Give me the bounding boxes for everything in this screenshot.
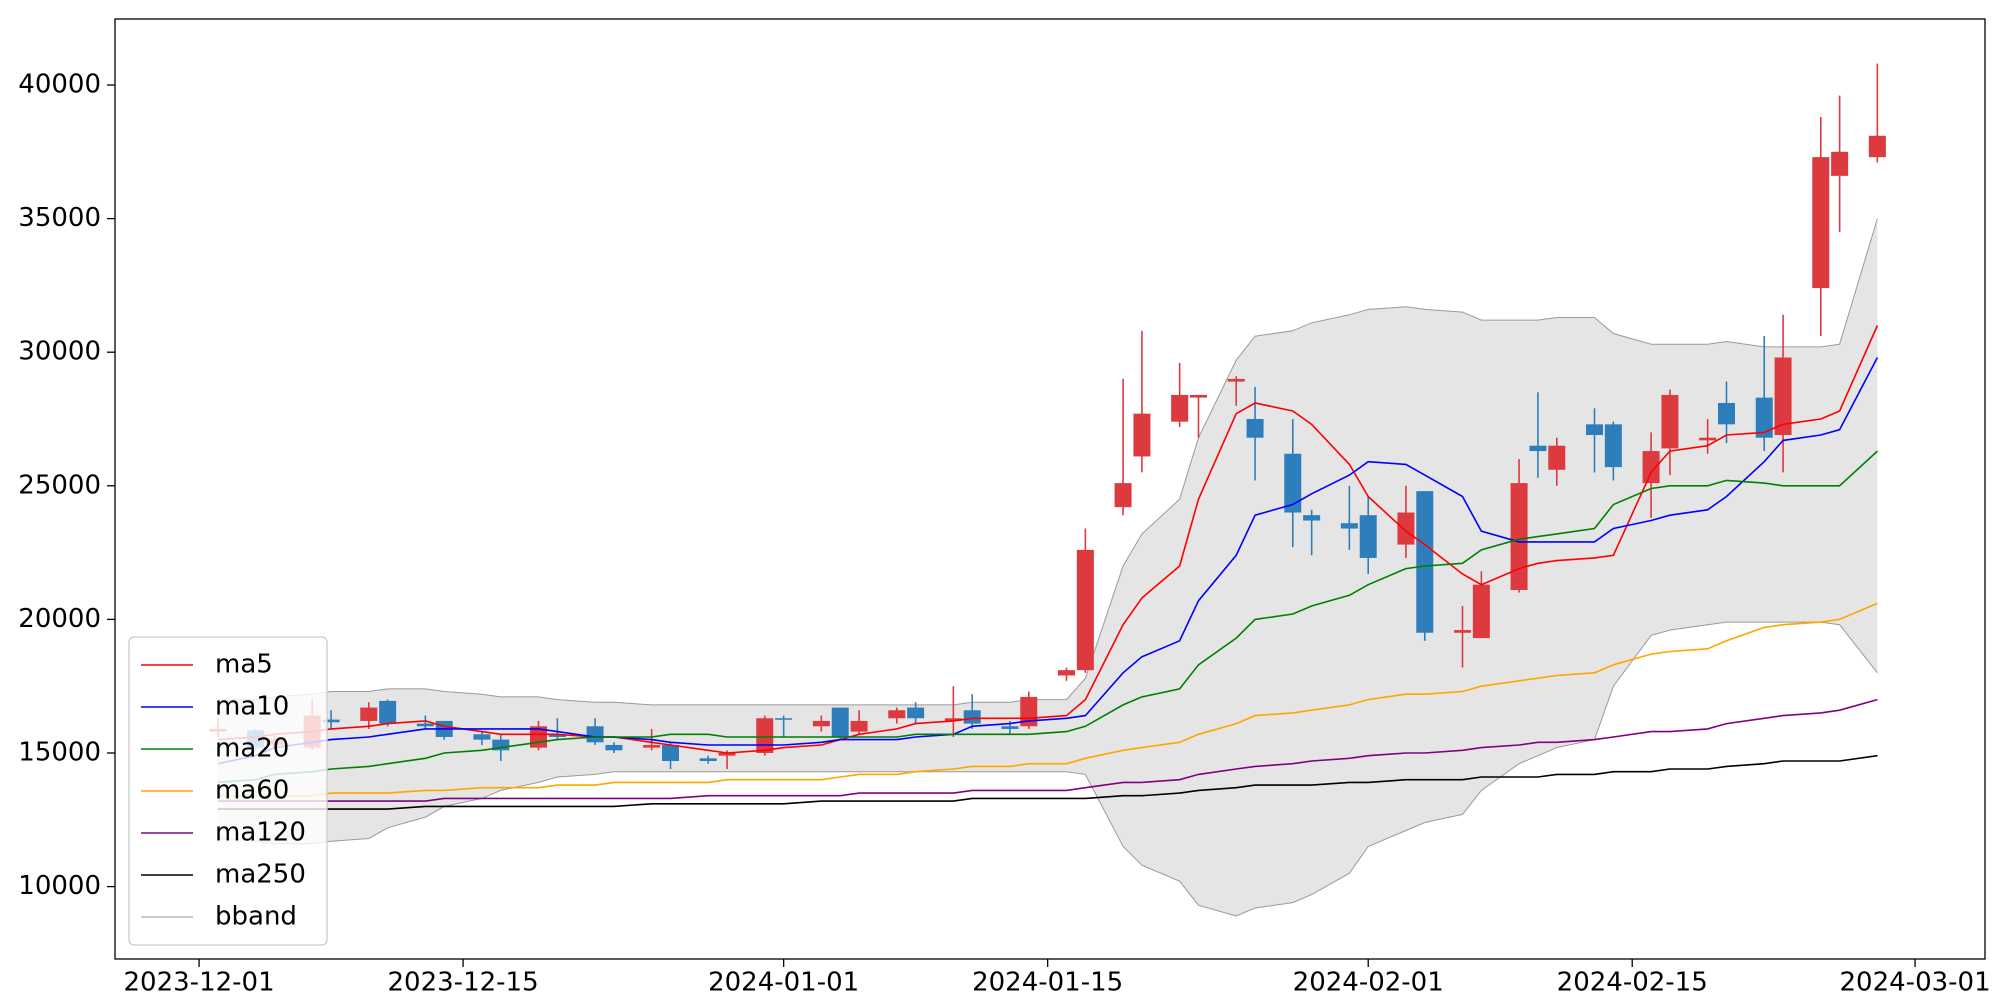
candle-body	[1529, 445, 1547, 452]
legend: ma5 ma10 ma20 ma60 ma120 ma250 bband	[128, 636, 328, 946]
candle-body	[850, 720, 868, 732]
candle-body	[831, 707, 849, 737]
plot	[209, 63, 1886, 917]
candle-body	[416, 723, 434, 727]
candle-body	[888, 710, 906, 719]
candle-body	[1114, 483, 1132, 508]
candle-body	[756, 718, 774, 753]
ma-line	[217, 357, 1879, 765]
band-upper	[217, 218, 1878, 706]
y-tick-label: 10000	[18, 871, 101, 901]
candle-body	[907, 707, 925, 719]
candle-body	[1510, 483, 1528, 591]
x-tick-label: 2024-03-01	[1840, 968, 1991, 998]
candle-body	[1699, 437, 1717, 441]
plot-frame	[114, 18, 1986, 960]
ma-line	[217, 754, 1878, 810]
candle-body	[1340, 523, 1358, 529]
y-tick-label: 20000	[18, 604, 101, 634]
candle-body	[1416, 491, 1434, 633]
candle-body	[1718, 402, 1735, 425]
candle-body	[1604, 424, 1622, 468]
candle-body	[963, 710, 981, 724]
candle-body	[1755, 397, 1773, 438]
candle-body	[473, 734, 491, 740]
legend-box	[128, 636, 328, 946]
candle-body	[1171, 394, 1189, 422]
legend-label: ma10	[215, 692, 289, 722]
candle-body	[1076, 549, 1094, 671]
band-area	[217, 218, 1878, 917]
candle-body	[605, 744, 623, 751]
y-tick-label: 15000	[18, 737, 101, 767]
legend-label: ma60	[215, 776, 289, 806]
candle-body	[548, 734, 566, 737]
x-tick-label: 2024-02-01	[1293, 968, 1444, 998]
y-tick-label: 40000	[18, 69, 101, 99]
legend-label: ma20	[215, 734, 289, 764]
candle-body	[1397, 512, 1415, 545]
candle-body	[643, 744, 661, 748]
x-tick-label: 2024-01-01	[708, 968, 859, 998]
candle-body	[1058, 670, 1075, 676]
legend-label: ma120	[215, 818, 306, 848]
candle-body	[1246, 418, 1264, 438]
ma-line	[217, 602, 1878, 797]
candle-body	[1548, 445, 1566, 470]
candle-body	[944, 718, 962, 721]
ma-line	[217, 450, 1878, 784]
x-tick-label: 2024-02-15	[1557, 968, 1708, 998]
ma-line	[217, 325, 1879, 754]
candle-body	[379, 700, 397, 724]
x-tick-label: 2023-12-01	[124, 968, 275, 998]
band-lower	[217, 621, 1878, 917]
candle-body	[492, 739, 510, 751]
candle-body	[1284, 453, 1302, 513]
y-tick-label: 25000	[18, 470, 101, 500]
candle-body	[1001, 726, 1019, 729]
candle-body	[775, 718, 793, 720]
candle-body	[1472, 584, 1490, 639]
x-tick-label: 2024-01-15	[972, 968, 1123, 998]
candle-body	[718, 752, 736, 756]
candle-body	[322, 719, 340, 723]
candle-body	[1190, 394, 1207, 398]
candle-body	[1831, 151, 1849, 176]
y-tick-label: 35000	[18, 203, 101, 233]
ma-line	[217, 698, 1878, 802]
candle-body	[1359, 515, 1377, 558]
candle-body	[1454, 630, 1471, 633]
candle-body	[1661, 394, 1679, 449]
candle-body	[1586, 424, 1603, 436]
candle-body	[699, 758, 717, 762]
legend-label: bband	[215, 902, 297, 932]
candle-body	[1303, 515, 1321, 521]
candle-body	[1774, 357, 1792, 436]
y-tick-label: 30000	[18, 337, 101, 367]
candle-body	[1642, 451, 1660, 484]
candle-body	[360, 707, 378, 721]
candle-body	[812, 720, 830, 727]
candle-body	[586, 726, 604, 743]
candle-body	[1227, 378, 1245, 382]
candle-body	[1868, 135, 1886, 158]
legend-label: ma5	[215, 650, 273, 680]
candle-body	[1133, 413, 1151, 457]
candle-body	[1812, 157, 1830, 289]
candle-body	[662, 744, 679, 762]
legend-label: ma250	[215, 860, 306, 890]
x-tick-label: 2023-12-15	[388, 968, 539, 998]
